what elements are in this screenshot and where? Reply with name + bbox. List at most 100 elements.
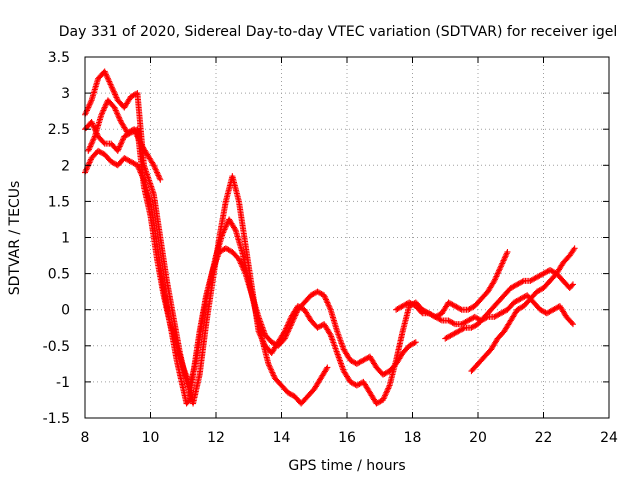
- data-point: [157, 176, 164, 183]
- x-tick-label: 22: [535, 430, 553, 446]
- data-point: [494, 270, 501, 277]
- data-point: [552, 305, 559, 312]
- data-point: [412, 339, 419, 346]
- data-point: [568, 282, 575, 289]
- data-point: [115, 146, 122, 153]
- data-point: [106, 78, 113, 85]
- data-point: [323, 365, 330, 372]
- data-point: [283, 324, 290, 331]
- data-point: [153, 168, 160, 175]
- data-point: [220, 246, 227, 253]
- data-point: [286, 390, 293, 397]
- series-trace-d: [85, 97, 164, 183]
- data-point: [281, 328, 288, 335]
- data-point: [383, 388, 390, 395]
- data-point: [437, 316, 444, 323]
- data-point: [112, 91, 119, 98]
- data-point: [225, 246, 232, 253]
- data-point: [361, 356, 368, 363]
- data-point: [545, 309, 552, 316]
- data-point: [133, 131, 140, 138]
- data-point: [519, 278, 526, 285]
- data-point: [410, 340, 417, 347]
- data-point: [462, 318, 469, 325]
- data-point: [503, 251, 510, 258]
- data-point: [360, 357, 367, 364]
- data-point: [377, 398, 384, 405]
- data-point: [87, 143, 94, 150]
- data-point: [265, 360, 272, 367]
- data-point: [105, 77, 112, 84]
- y-tick-label: 0: [61, 303, 70, 319]
- data-point: [495, 267, 502, 274]
- data-point: [515, 280, 522, 287]
- data-point: [90, 123, 97, 130]
- data-point: [99, 110, 106, 117]
- data-point: [351, 359, 358, 366]
- data-point: [282, 326, 289, 333]
- data-point: [456, 305, 463, 312]
- data-point: [285, 389, 292, 396]
- data-point: [123, 156, 130, 163]
- y-tick-label: -1: [56, 375, 70, 391]
- data-point: [551, 305, 558, 312]
- data-point: [532, 274, 539, 281]
- data-point: [510, 283, 517, 290]
- data-point: [113, 108, 120, 115]
- data-point: [127, 93, 134, 100]
- data-point: [269, 370, 276, 377]
- data-point: [533, 274, 540, 281]
- data-point: [373, 400, 380, 407]
- data-point: [104, 74, 111, 81]
- data-point: [237, 260, 244, 267]
- data-point: [296, 303, 303, 310]
- data-point: [528, 277, 535, 284]
- data-point: [90, 136, 97, 143]
- data-point: [309, 291, 316, 298]
- data-point: [503, 250, 510, 257]
- data-point: [513, 298, 520, 305]
- data-point: [154, 169, 161, 176]
- data-point: [568, 319, 575, 326]
- data-point: [284, 322, 291, 329]
- x-axis-label: GPS time / hours: [288, 458, 405, 474]
- data-point: [97, 149, 104, 156]
- data-point: [99, 150, 106, 157]
- data-point: [286, 318, 293, 325]
- data-point: [318, 290, 325, 297]
- data-point: [518, 304, 525, 311]
- data-point: [132, 129, 139, 136]
- data-point: [91, 134, 98, 141]
- data-point: [449, 301, 456, 308]
- data-point: [548, 267, 555, 274]
- data-points: [82, 68, 578, 407]
- data-point: [550, 306, 557, 313]
- data-point: [428, 311, 435, 318]
- data-point: [537, 272, 544, 279]
- data-point: [497, 310, 504, 317]
- data-point: [323, 296, 330, 303]
- data-point: [531, 275, 538, 282]
- data-point: [537, 286, 544, 293]
- data-point: [152, 165, 159, 172]
- data-point: [116, 143, 123, 150]
- data-point: [288, 391, 295, 398]
- y-tick-labels: -1.5 -1 -0.5 0 0.5 1 1.5 2 2.5 3 3.5: [43, 50, 70, 427]
- data-point: [539, 308, 546, 315]
- data-point: [109, 85, 116, 92]
- data-point: [399, 303, 406, 310]
- data-point: [88, 118, 95, 125]
- data-point: [381, 370, 388, 377]
- data-point: [324, 299, 331, 306]
- data-point: [129, 92, 136, 99]
- data-point: [454, 304, 461, 311]
- data-point: [491, 313, 498, 320]
- data-point: [499, 309, 506, 316]
- data-point: [463, 318, 470, 325]
- data-point: [455, 328, 462, 335]
- data-point: [125, 129, 132, 136]
- data-point: [321, 292, 328, 299]
- data-point: [102, 101, 109, 108]
- data-point: [317, 323, 324, 330]
- data-point: [461, 319, 468, 326]
